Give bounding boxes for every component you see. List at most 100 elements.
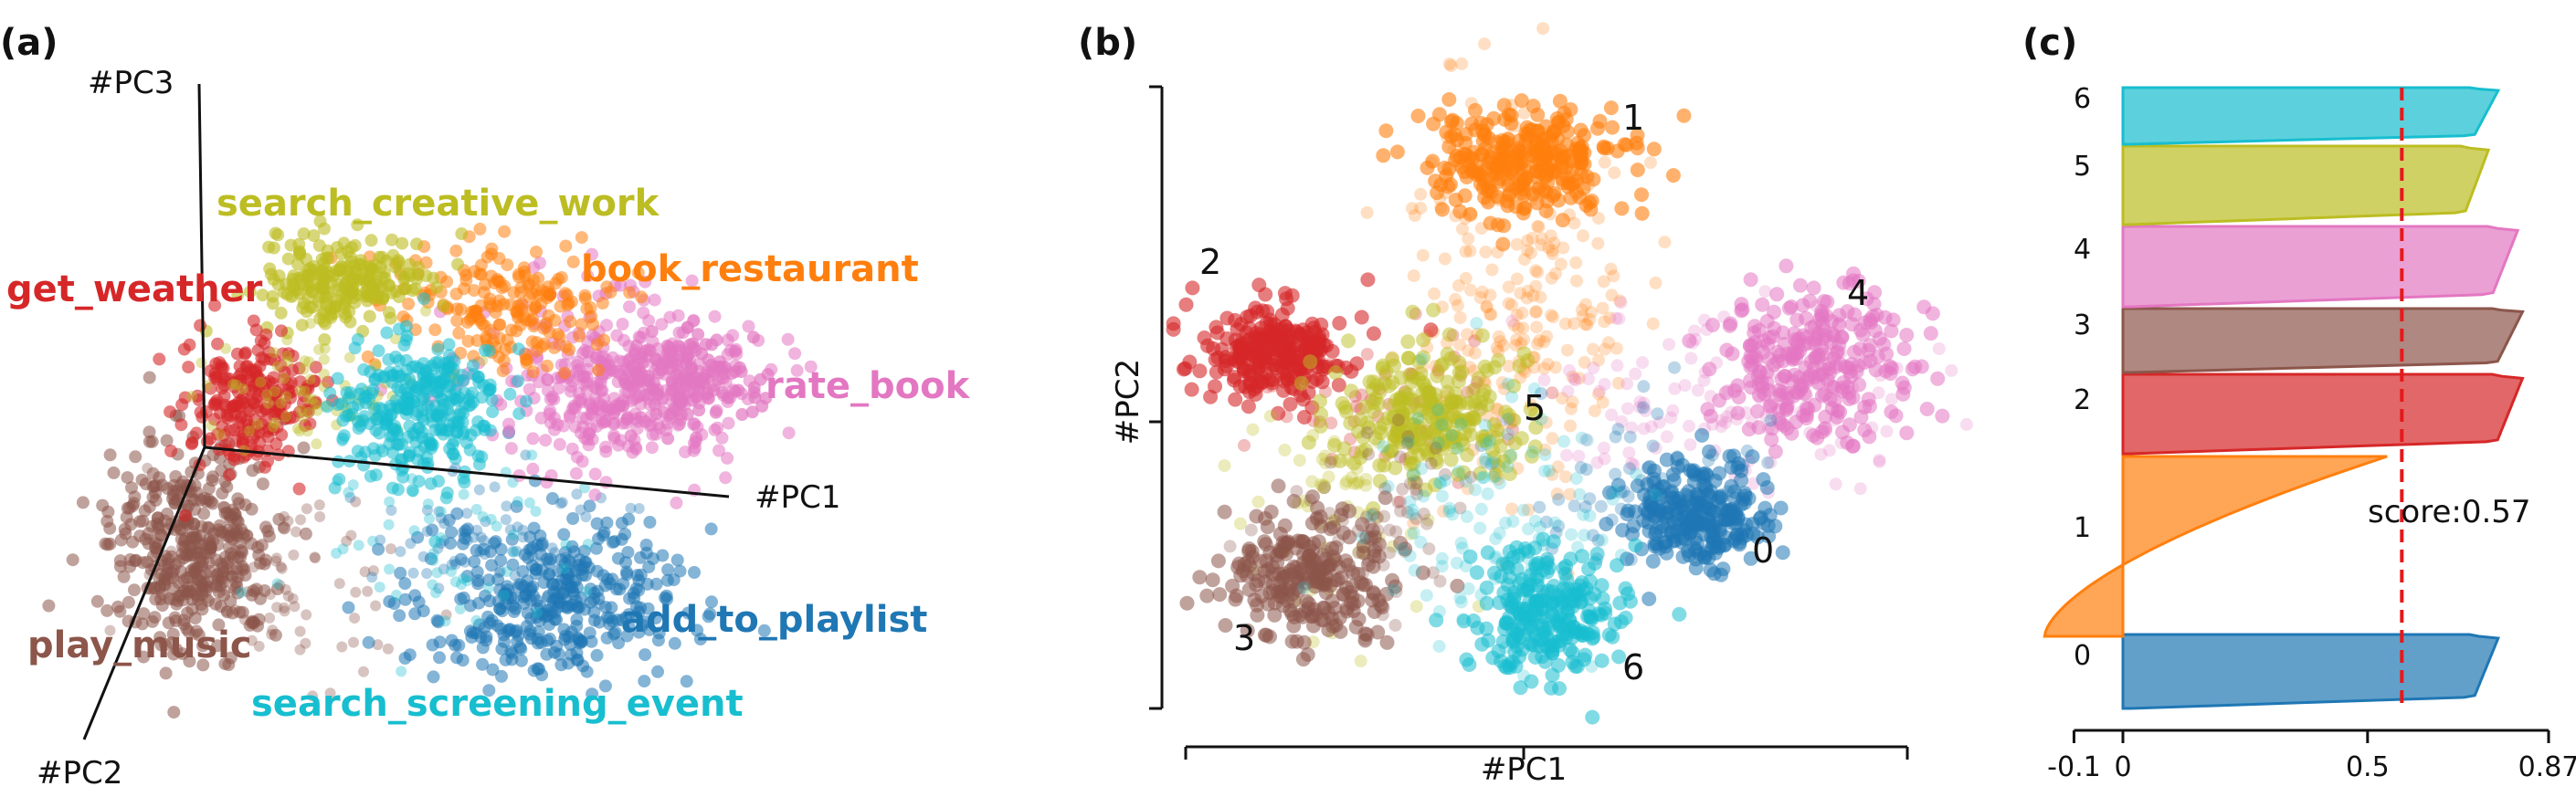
play-music-point xyxy=(261,524,275,538)
add-to-playlist-point xyxy=(523,624,537,638)
cluster-5-point xyxy=(1303,354,1318,370)
cluster-2-point xyxy=(1166,316,1181,331)
add-to-playlist-point xyxy=(427,670,440,684)
cluster-1-point xyxy=(1477,190,1493,205)
play-music-point xyxy=(267,624,279,636)
cluster-3-point xyxy=(1225,578,1240,593)
cluster-1-point xyxy=(1605,120,1620,135)
play-music-point xyxy=(167,593,181,606)
get-weather-point xyxy=(248,413,261,426)
cluster-1-point xyxy=(1407,269,1420,283)
add-to-playlist-point xyxy=(461,534,473,546)
play-music-point xyxy=(249,586,260,598)
cluster-5-point xyxy=(1430,368,1445,383)
search-screening-event-point xyxy=(374,582,385,593)
get-weather-point xyxy=(153,352,166,366)
play-music-point xyxy=(204,564,217,578)
book-restaurant-point xyxy=(527,320,541,333)
book-restaurant-point xyxy=(498,225,512,238)
cluster-4-point xyxy=(1614,296,1628,309)
play-music-point xyxy=(136,514,150,528)
search-screening-event-point xyxy=(446,566,457,577)
add-to-playlist-point xyxy=(571,488,583,500)
add-to-playlist-point xyxy=(583,626,596,640)
cluster-4-point xyxy=(1684,351,1698,365)
play-music-point xyxy=(241,530,253,541)
add-to-playlist-point xyxy=(375,534,386,546)
cluster-1-point xyxy=(1529,305,1543,319)
cluster-1-point xyxy=(1389,144,1405,160)
add-to-playlist-point xyxy=(468,531,480,543)
panel-a-points xyxy=(42,215,818,719)
cluster-4-point xyxy=(1730,405,1746,421)
play-music-point xyxy=(300,637,311,649)
search-creative-work-point xyxy=(280,411,292,423)
cluster-2-point xyxy=(1273,368,1287,382)
cluster-3-point xyxy=(1388,618,1402,632)
add-to-playlist-point xyxy=(509,625,523,639)
add-to-playlist-point xyxy=(590,517,604,530)
cluster-3-point xyxy=(1236,563,1251,579)
cluster-1-point xyxy=(1515,205,1531,221)
search-creative-work-point xyxy=(267,241,280,255)
rate-book-point xyxy=(632,373,646,387)
cluster-3-point xyxy=(1377,558,1390,572)
cluster-1-point xyxy=(1569,256,1583,269)
cluster-3-point xyxy=(1258,510,1272,526)
cluster-0-point xyxy=(1775,545,1790,561)
cluster-3-point xyxy=(1371,523,1385,537)
book-restaurant-point xyxy=(542,280,554,294)
search-creative-work-point xyxy=(297,412,309,424)
search-creative-work-point xyxy=(420,305,431,317)
add-to-playlist-point xyxy=(442,513,456,527)
rate-book-point xyxy=(526,462,540,476)
book-restaurant-point xyxy=(396,310,410,323)
rate-book-point xyxy=(688,417,702,431)
cluster-4-point xyxy=(1774,372,1789,387)
cluster-3-point xyxy=(1324,517,1337,530)
add-to-playlist-point xyxy=(372,542,385,556)
play-music-point xyxy=(333,578,345,590)
rate-book-point xyxy=(692,404,706,417)
get-weather-point xyxy=(219,401,233,414)
play-music-point xyxy=(217,500,229,512)
play-music-point xyxy=(248,561,259,573)
cluster-3-point xyxy=(1358,633,1372,646)
search-creative-work-point xyxy=(322,266,336,279)
search-screening-event-point xyxy=(380,326,394,340)
cluster-1-point xyxy=(1441,92,1457,107)
cluster-0-point xyxy=(1615,522,1631,538)
book-restaurant-point xyxy=(474,267,488,281)
book-restaurant-point xyxy=(596,297,609,309)
search-screening-event-point xyxy=(348,341,362,355)
rate-book-point xyxy=(586,408,599,422)
search-screening-event-point xyxy=(400,397,414,411)
play-music-point xyxy=(310,552,321,564)
rate-book-point xyxy=(638,355,651,369)
search-screening-event-point xyxy=(526,449,538,461)
add-to-playlist-point xyxy=(471,524,483,536)
get-weather-point xyxy=(322,375,334,389)
add-to-playlist-point xyxy=(556,564,567,576)
add-to-playlist-point xyxy=(625,502,637,514)
search-screening-event-point xyxy=(432,355,446,369)
cluster-3-point xyxy=(1205,572,1220,588)
cluster-1-point xyxy=(1570,274,1583,288)
add-to-playlist-point xyxy=(528,474,542,488)
cluster-0-point xyxy=(1594,499,1608,513)
cluster-1-point xyxy=(1591,236,1605,250)
play-music-point xyxy=(279,605,290,617)
rate-book-point xyxy=(586,247,598,261)
cluster-0-point xyxy=(1716,513,1730,527)
cluster-0-point xyxy=(1752,511,1768,527)
cluster-0-point xyxy=(1642,592,1657,606)
search-screening-event-point xyxy=(560,539,572,551)
add-to-playlist-point xyxy=(591,584,605,598)
cluster-5-point xyxy=(1372,457,1388,473)
cluster-2-point xyxy=(1240,399,1256,414)
cluster-3-point xyxy=(1301,548,1316,563)
search-screening-event-point xyxy=(482,582,494,593)
search-screening-event-point xyxy=(443,419,457,432)
play-music-point xyxy=(228,508,242,521)
get-weather-point xyxy=(262,375,276,388)
